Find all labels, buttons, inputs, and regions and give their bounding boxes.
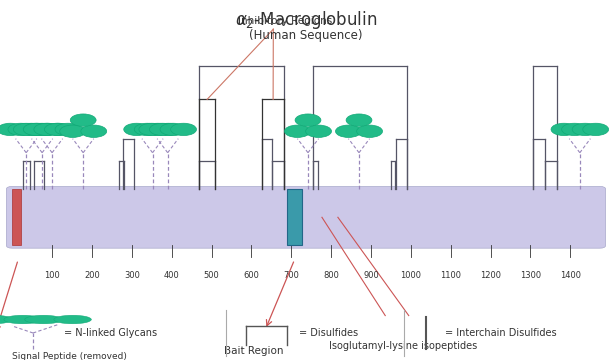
Circle shape (305, 125, 332, 138)
Bar (12, 189, 21, 246)
Circle shape (55, 123, 81, 136)
Text: 100: 100 (44, 271, 60, 280)
Text: 300: 300 (124, 271, 140, 280)
Text: (Human Sequence): (Human Sequence) (249, 29, 363, 42)
Circle shape (357, 125, 382, 138)
Circle shape (583, 123, 608, 136)
Circle shape (155, 123, 181, 136)
Circle shape (149, 123, 175, 136)
Text: Signal Peptide (removed): Signal Peptide (removed) (12, 352, 127, 360)
Circle shape (0, 315, 12, 324)
Circle shape (13, 123, 39, 136)
Circle shape (562, 123, 588, 136)
Text: 600: 600 (244, 271, 259, 280)
Text: 200: 200 (84, 271, 100, 280)
FancyBboxPatch shape (6, 186, 606, 248)
Text: = N-linked Glycans: = N-linked Glycans (64, 328, 157, 338)
Bar (287, 189, 302, 246)
Text: $\alpha_2$-Macroglobulin: $\alpha_2$-Macroglobulin (235, 9, 377, 31)
Circle shape (24, 315, 62, 324)
Circle shape (134, 123, 160, 136)
Circle shape (145, 123, 171, 136)
Circle shape (171, 123, 196, 136)
Text: Inhibitory Regions: Inhibitory Regions (238, 16, 332, 26)
Text: = Interchain Disulfides: = Interchain Disulfides (446, 328, 557, 338)
Text: Isoglutamyl-lysine isopeptides: Isoglutamyl-lysine isopeptides (329, 341, 477, 351)
Text: 1000: 1000 (400, 271, 421, 280)
Circle shape (160, 123, 186, 136)
Circle shape (551, 123, 577, 136)
Circle shape (29, 123, 55, 136)
Circle shape (18, 123, 45, 136)
Circle shape (24, 123, 50, 136)
Circle shape (346, 114, 372, 126)
Circle shape (139, 123, 165, 136)
Text: 1200: 1200 (480, 271, 501, 280)
Text: 1100: 1100 (440, 271, 461, 280)
Circle shape (81, 125, 106, 138)
Circle shape (572, 123, 598, 136)
Circle shape (70, 114, 96, 126)
Circle shape (335, 125, 361, 138)
Text: 400: 400 (164, 271, 179, 280)
Circle shape (8, 123, 34, 136)
Circle shape (23, 123, 49, 136)
Text: 1300: 1300 (520, 271, 541, 280)
Text: Bait Region: Bait Region (224, 346, 283, 356)
Text: = Disulfides: = Disulfides (299, 328, 358, 338)
Circle shape (34, 123, 60, 136)
Circle shape (60, 125, 86, 138)
Circle shape (0, 123, 23, 136)
Circle shape (295, 114, 321, 126)
Circle shape (4, 315, 42, 324)
Circle shape (285, 125, 310, 138)
Text: 900: 900 (363, 271, 379, 280)
Circle shape (45, 123, 71, 136)
Text: 1400: 1400 (560, 271, 581, 280)
Circle shape (54, 315, 91, 324)
Circle shape (45, 123, 70, 136)
Text: 700: 700 (283, 271, 299, 280)
Circle shape (124, 123, 149, 136)
Text: 500: 500 (204, 271, 220, 280)
Text: 800: 800 (323, 271, 339, 280)
Circle shape (34, 123, 61, 136)
